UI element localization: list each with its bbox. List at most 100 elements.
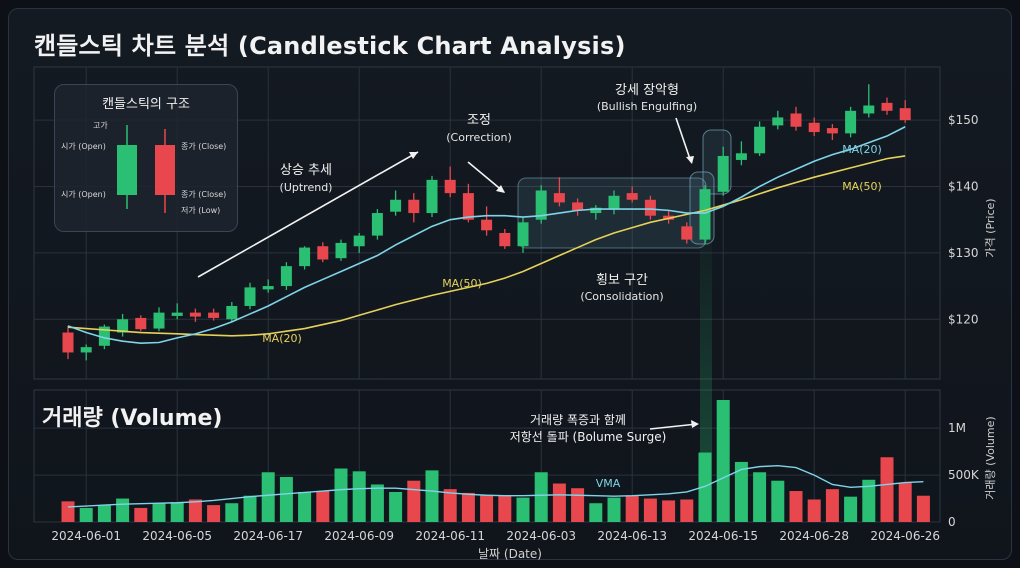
ma-lines — [67, 126, 906, 344]
candle-body-up — [754, 126, 766, 154]
uptrend-arrow-head — [409, 152, 418, 159]
price-tick-label: $130 — [948, 246, 979, 260]
price-tick-label: $140 — [948, 179, 979, 193]
volume-axis-title: 거래량 (Volume) — [984, 416, 997, 499]
ma20-right-label: MA(20) — [842, 143, 882, 156]
vma-label: VMA — [596, 477, 621, 490]
surge-arrow-head — [691, 420, 699, 428]
price-panel — [33, 66, 941, 380]
volume-bar — [716, 400, 730, 522]
candle-body-up — [171, 312, 183, 316]
volume-bar — [279, 476, 293, 522]
axes: $120 $130 $140 $150 2024-06-01 2024-06-05 2024… — [51, 113, 980, 543]
consolidation-sublabel: (Consolidation) — [580, 290, 663, 303]
correction-arrow — [467, 161, 505, 193]
volume-bar — [225, 503, 239, 522]
volume-bar — [862, 479, 876, 522]
volume-bar — [643, 498, 657, 522]
volume-bar — [734, 461, 748, 522]
volume-bar — [79, 507, 93, 522]
candle-body-down — [462, 193, 474, 220]
candle-body-up — [299, 247, 311, 267]
candle-body-up — [735, 153, 747, 160]
engulfing-label: 강세 장악형 — [615, 83, 679, 98]
volume-title: 거래량 (Volume) — [42, 406, 223, 431]
engulfing-sublabel: (Bullish Engulfing) — [597, 100, 697, 113]
surge-arrow — [649, 423, 698, 430]
candle-body-down — [499, 232, 511, 247]
volume-bar — [534, 472, 548, 522]
candle-body-down — [881, 102, 893, 111]
volume-bar — [625, 495, 639, 522]
volume-bar — [334, 468, 348, 522]
candle-body-up — [590, 207, 602, 214]
candle-body-up — [80, 347, 92, 353]
ma20-mid-label: MA(20) — [262, 332, 302, 345]
candle-body-up — [426, 179, 438, 214]
x-tick-label: 2024-06-15 — [688, 529, 758, 543]
volume-bar — [188, 499, 202, 522]
candle-body-down — [572, 202, 584, 211]
volume-bar — [370, 484, 384, 522]
candle-body-up — [153, 312, 165, 329]
correction-sublabel: (Correction) — [446, 131, 512, 144]
candle-body-up — [353, 235, 365, 247]
candle-body-up — [390, 199, 402, 212]
volume-bar — [97, 505, 111, 522]
volume-bar — [880, 457, 894, 522]
candle-body-down — [317, 246, 329, 260]
volume-bar — [61, 501, 75, 522]
correction-label: 조정 — [467, 113, 491, 128]
candle-body-up — [280, 266, 292, 287]
volume-bar — [680, 499, 694, 522]
candle-body-up — [262, 286, 274, 290]
x-tick-label: 2024-06-09 — [324, 529, 394, 543]
volume-bar — [552, 483, 566, 522]
volume-tick-label: 0 — [948, 515, 956, 529]
candle-body-up — [845, 110, 857, 134]
legend-title: 캔들스틱의 구조 — [102, 97, 190, 112]
x-axis-title: 날짜 (Date) — [478, 547, 542, 561]
engulfing-arrow — [675, 117, 692, 163]
volume-bar — [152, 503, 166, 522]
volume-bar — [480, 494, 494, 522]
candle-body-up — [117, 319, 129, 333]
volume-bar — [407, 480, 421, 522]
page-title: 캔들스틱 차트 분석 (Candlestick Chart Analysis) — [34, 32, 626, 60]
candle-body-down — [826, 128, 838, 134]
volume-bar — [316, 491, 330, 522]
volume-bar — [789, 491, 803, 522]
candle-body-down — [790, 113, 802, 127]
volume-bar — [116, 498, 130, 522]
candles — [62, 84, 911, 361]
candle-body-up — [517, 222, 529, 247]
candle-body-down — [444, 179, 456, 194]
candle-body-up — [371, 213, 383, 236]
ma20-line — [67, 126, 906, 344]
ma50-mid-label: MA(50) — [442, 277, 482, 290]
x-tick-label: 2024-06-03 — [506, 529, 576, 543]
candle-body-up — [608, 195, 620, 210]
volume-bar — [698, 452, 712, 522]
volume-bar — [352, 471, 366, 522]
volume-tick-label: 500K — [948, 468, 980, 482]
volume-bar — [662, 500, 676, 522]
legend-open-top: 시가 (Open) — [61, 142, 106, 151]
volume-bar — [298, 491, 312, 522]
x-tick-label: 2024-06-05 — [142, 529, 212, 543]
volume-bar — [207, 505, 221, 522]
legend-close-bottom: 종가 (Close) — [181, 190, 227, 199]
candle-body-down — [135, 317, 147, 330]
candlestick-legend: 캔들스틱의 구조 고가 시가 (Open) 시가 (Open) 종가 (Clos… — [54, 84, 238, 232]
candle-body-up — [717, 155, 729, 192]
candle-body-up — [863, 105, 875, 114]
volume-bar — [825, 489, 839, 522]
price-tick-label: $120 — [948, 312, 979, 326]
legend-bull-body — [117, 145, 137, 195]
x-tick-label: 2024-06-17 — [233, 529, 303, 543]
candle-body-up — [244, 287, 256, 306]
correction-arrow-head — [496, 185, 505, 193]
volume-bar — [607, 497, 621, 522]
legend-open-bottom: 시가 (Open) — [61, 190, 106, 199]
